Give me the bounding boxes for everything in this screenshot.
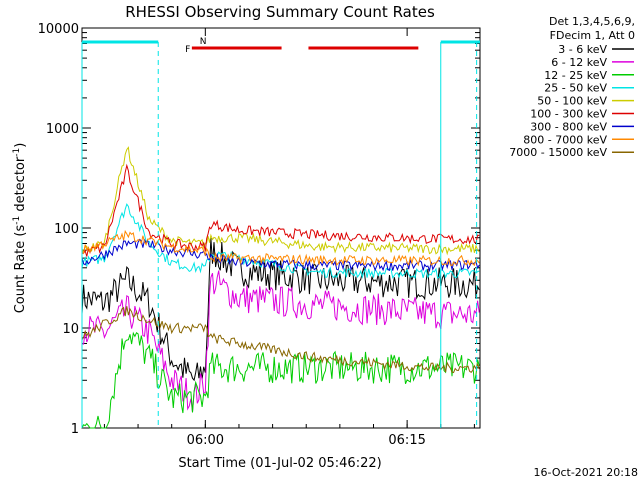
timestamp: 16-Oct-2021 20:18	[534, 466, 638, 479]
legend-label: 7000 - 15000 keV	[509, 146, 607, 159]
legend-label: 25 - 50 keV	[544, 82, 607, 95]
legend-label: 100 - 300 keV	[530, 108, 607, 121]
legend-label: 3 - 6 keV	[558, 43, 607, 56]
y-tick-label: 1	[71, 422, 79, 437]
flare-flag-label: F	[185, 45, 190, 55]
series-line-7	[81, 238, 480, 273]
y-axis: 1 10 100 1000 10000	[38, 22, 480, 437]
x-axis-label: Start Time (01-Jul-02 05:46:22)	[178, 456, 381, 471]
series-line-3	[81, 331, 480, 429]
series-line-5	[81, 146, 480, 256]
plot-frame	[81, 27, 481, 429]
legend-label: 6 - 12 keV	[551, 56, 607, 69]
series-line-4	[81, 203, 480, 280]
legend-header-line-1: Det 1,3,4,5,6,9,	[549, 15, 635, 28]
series-line-8	[81, 229, 480, 267]
night-flag-label: N	[200, 37, 207, 47]
legend-header-line-2: FDecim 1, Att 0	[550, 29, 635, 42]
series-line-6	[81, 163, 480, 257]
y-tick-label: 10000	[38, 22, 79, 37]
x-axis: 06:00 06:15	[103, 28, 475, 448]
y-tick-label: 10	[62, 322, 79, 337]
y-tick-label: 1000	[46, 122, 79, 137]
state-overlays: FN	[81, 37, 480, 428]
x-tick-label: 06:00	[187, 433, 224, 448]
series-line-9	[81, 306, 480, 374]
legend-label: 800 - 7000 keV	[523, 133, 607, 146]
series-line-2	[81, 270, 480, 412]
y-tick-label: 100	[54, 222, 79, 237]
legend-label: 50 - 100 keV	[537, 95, 607, 108]
chart-title: RHESSI Observing Summary Count Rates	[125, 3, 435, 21]
legend-label: 300 - 800 keV	[530, 120, 607, 133]
y-axis-label: Count Rate (s-1 detector-1)	[12, 143, 28, 314]
x-tick-label: 06:15	[388, 433, 425, 448]
series-lines	[81, 146, 480, 429]
series-line-1	[81, 238, 480, 382]
legend-label: 12 - 25 keV	[544, 69, 607, 82]
